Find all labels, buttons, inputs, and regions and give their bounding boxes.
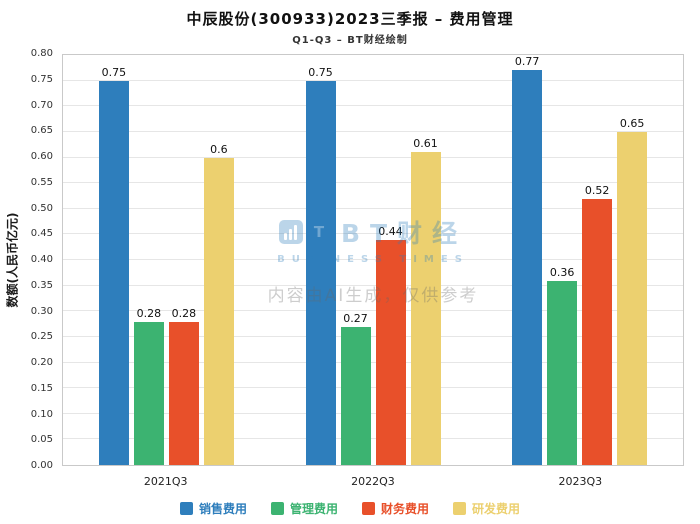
bar-groups: 0.75 0.28 0.28 0.6 0.75 0.27 0.44 0.61 0.77 0.36 0… [63, 55, 683, 465]
y-tick-label: 0.40 [30, 254, 53, 265]
gridline [63, 259, 683, 260]
y-tick-label: 0.75 [30, 73, 53, 85]
legend-label: 研发费用 [472, 501, 521, 516]
chart-title: 中辰股份(300933)2023三季报 – 费用管理 [186, 10, 514, 28]
legend-item-财务费用: 财务费用 [362, 500, 429, 517]
bar-研发费用-2022Q3: 0.61 [410, 137, 441, 465]
bar-研发费用-2023Q3: 0.65 [617, 117, 648, 465]
gridline [63, 207, 683, 209]
gridline [63, 438, 683, 440]
y-tick-label: 0.45 [30, 228, 53, 240]
bar-研发费用-2021Q3: 0.6 [203, 143, 234, 465]
y-tick-label: 0.15 [30, 382, 53, 394]
bar-value-label: 0.27 [343, 311, 368, 325]
y-axis-ticks: 0.00 0.05 0.10 0.15 0.20 0.25 0.30 0.35 0.40 0.45… [20, 49, 58, 471]
bar-group-2022Q3: 0.75 0.27 0.44 0.61 [270, 55, 477, 465]
gridline [63, 310, 683, 312]
bar-value-label: 0.77 [514, 55, 540, 69]
x-tick-label: 2023Q3 [558, 475, 603, 488]
y-tick-label: 0.20 [30, 357, 53, 368]
bar-管理费用-2022Q3: 0.27 [340, 312, 371, 465]
y-tick-label: 0.55 [30, 176, 53, 188]
legend: 销售费用 管理费用 财务费用 研发费用 [0, 498, 700, 518]
legend-swatch [270, 501, 284, 515]
legend-label: 销售费用 [198, 501, 247, 516]
y-tick-label: 0.10 [30, 408, 53, 420]
y-axis-title: 数额(人民币亿元) [5, 212, 20, 308]
bar-value-label: 0.36 [549, 265, 575, 279]
y-tick-label: 0.35 [30, 279, 53, 291]
y-tick-label: 0.65 [30, 125, 53, 137]
bar-销售费用-2022Q3: 0.75 [305, 66, 336, 465]
y-tick-label: 0.50 [30, 202, 53, 214]
y-tick-label: 0.30 [30, 305, 53, 317]
gridline [63, 335, 683, 337]
bar-财务费用-2023Q3: 0.52 [582, 184, 613, 465]
legend-label: 财务费用 [381, 501, 430, 516]
gridline [63, 361, 683, 363]
gridline [63, 182, 683, 184]
legend-item-销售费用: 销售费用 [179, 500, 247, 517]
gridline [63, 79, 683, 81]
gridline [63, 156, 683, 158]
bar-value-label: 0.6 [210, 142, 228, 156]
gridline [63, 105, 683, 107]
legend-swatch [179, 501, 193, 515]
plot-area: 0.75 0.28 0.28 0.6 0.75 0.27 0.44 0.61 0.77 0.36 0… [62, 54, 684, 466]
gridline [63, 130, 683, 132]
y-tick-label: 0.70 [30, 99, 53, 111]
bar-财务费用-2021Q3: 0.28 [168, 307, 199, 465]
bar-value-label: 0.61 [413, 137, 438, 151]
legend-label: 管理费用 [289, 501, 338, 516]
bar-财务费用-2022Q3: 0.44 [375, 225, 406, 465]
gridline [63, 284, 683, 286]
x-tick-label: 2021Q3 [143, 475, 188, 488]
bar-group-2021Q3: 0.75 0.28 0.28 0.6 [63, 55, 270, 465]
y-tick-label: 0.60 [30, 151, 53, 162]
bar-销售费用-2023Q3: 0.77 [512, 55, 543, 465]
y-tick-label: 0.25 [30, 331, 53, 343]
legend-item-管理费用: 管理费用 [270, 500, 338, 517]
bar-销售费用-2021Q3: 0.75 [98, 66, 129, 465]
y-tick-label: 0.80 [30, 48, 53, 59]
legend-swatch [453, 501, 467, 515]
bar-管理费用-2023Q3: 0.36 [547, 266, 578, 465]
bar-group-2023Q3: 0.77 0.36 0.52 0.65 [476, 55, 683, 465]
gridline [63, 412, 683, 414]
bar-value-label: 0.28 [136, 306, 162, 320]
gridline [63, 233, 683, 235]
bar-value-label: 0.28 [171, 306, 197, 320]
y-tick-label: 0.00 [30, 460, 53, 471]
x-tick-label: 2022Q3 [351, 475, 395, 488]
gridline [63, 387, 683, 389]
bar-value-label: 0.75 [101, 65, 127, 79]
y-tick-label: 0.05 [30, 434, 53, 446]
bar-value-label: 0.75 [308, 65, 333, 79]
legend-swatch [362, 501, 375, 515]
x-axis-labels: 2021Q3 2022Q3 2023Q3 [62, 470, 684, 492]
bar-value-label: 0.44 [378, 224, 403, 238]
bar-value-label: 0.65 [619, 116, 645, 130]
legend-item-研发费用: 研发费用 [453, 500, 520, 517]
bar-管理费用-2021Q3: 0.28 [133, 307, 164, 465]
bar-value-label: 0.52 [584, 183, 610, 197]
chart-subtitle: Q1-Q3 – BT财经绘制 [292, 35, 408, 46]
